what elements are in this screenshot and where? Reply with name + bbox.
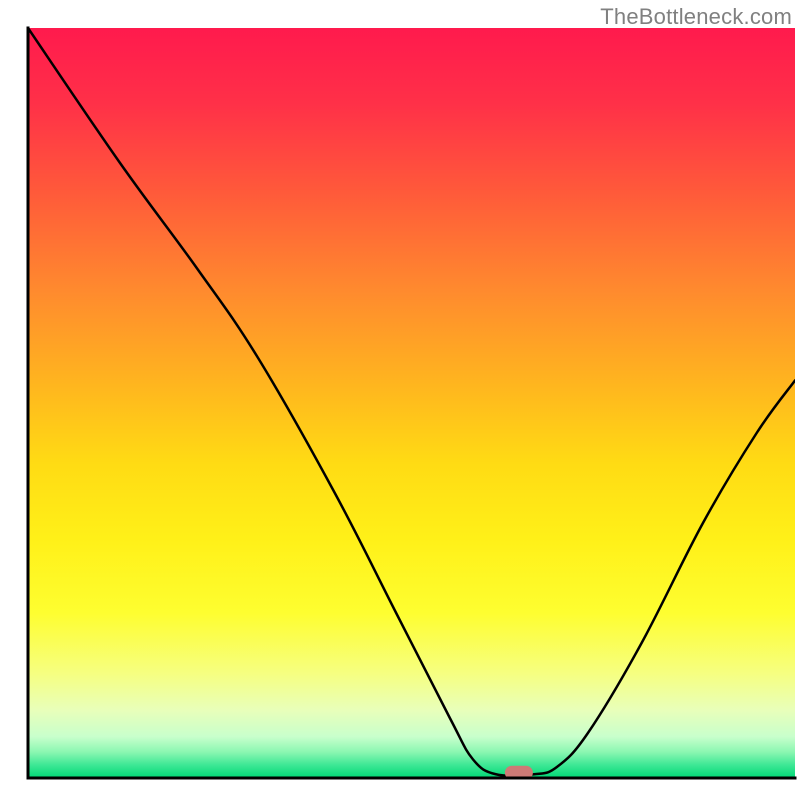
watermark-text: TheBottleneck.com — [600, 4, 792, 30]
bottleneck-chart — [0, 0, 800, 800]
chart-container: TheBottleneck.com — [0, 0, 800, 800]
plot-area — [28, 28, 795, 780]
gradient-background — [28, 28, 795, 778]
